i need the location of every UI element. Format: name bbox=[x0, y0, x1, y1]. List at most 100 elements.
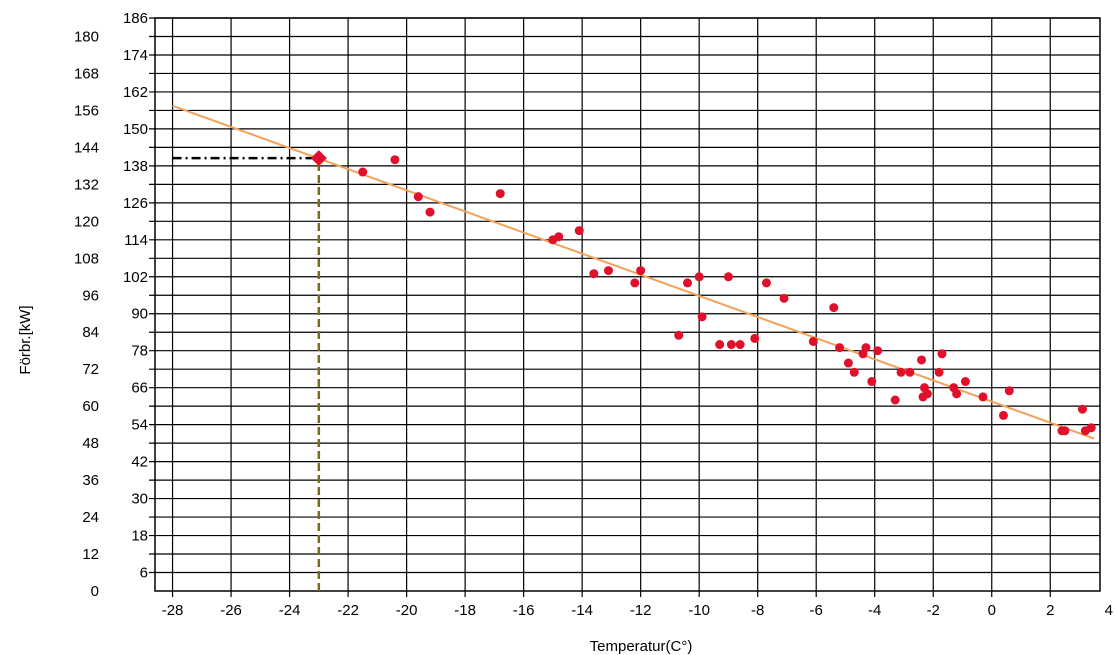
data-points bbox=[358, 155, 1096, 436]
x-tick-label: 2 bbox=[1046, 602, 1054, 619]
x-tick-label: -28 bbox=[162, 602, 184, 619]
data-point bbox=[952, 389, 962, 399]
data-point bbox=[890, 395, 900, 405]
y-tick-label: 60 bbox=[82, 398, 99, 415]
y-tick-label: 30 bbox=[131, 491, 148, 508]
y-tick-label: 174 bbox=[123, 47, 148, 64]
data-point bbox=[750, 333, 760, 343]
selected-marker bbox=[310, 150, 327, 167]
x-tick-label: -22 bbox=[337, 602, 359, 619]
data-point bbox=[867, 377, 877, 387]
data-point bbox=[554, 232, 564, 242]
data-point bbox=[761, 278, 771, 288]
data-point bbox=[589, 269, 599, 279]
data-point bbox=[735, 340, 745, 350]
data-point bbox=[978, 392, 988, 402]
data-point bbox=[849, 367, 859, 377]
y-tick-label: 126 bbox=[123, 195, 148, 212]
data-point bbox=[674, 330, 684, 340]
data-point bbox=[358, 167, 368, 177]
data-point bbox=[390, 155, 400, 165]
data-point bbox=[603, 266, 613, 276]
y-tick-label: 54 bbox=[131, 417, 148, 434]
data-point bbox=[896, 367, 906, 377]
data-point bbox=[630, 278, 640, 288]
data-point bbox=[922, 389, 932, 399]
data-point bbox=[843, 358, 853, 368]
x-tick-label: -12 bbox=[630, 602, 652, 619]
data-point bbox=[726, 340, 736, 350]
data-point bbox=[905, 367, 915, 377]
x-axis-title: Temperatur(C°) bbox=[590, 638, 693, 655]
y-tick-label: 18 bbox=[131, 528, 148, 545]
x-tick-label: -16 bbox=[513, 602, 535, 619]
data-point bbox=[779, 293, 789, 303]
x-tick-label: -4 bbox=[868, 602, 881, 619]
x-tick-label: -18 bbox=[454, 602, 476, 619]
data-point bbox=[694, 272, 704, 282]
data-point bbox=[808, 336, 818, 346]
data-point bbox=[636, 266, 646, 276]
x-tick-label: -14 bbox=[571, 602, 593, 619]
y-tick-label: 24 bbox=[82, 509, 99, 526]
y-tick-label: 42 bbox=[131, 454, 148, 471]
data-point bbox=[861, 343, 871, 353]
grid bbox=[149, 17, 1100, 597]
data-point bbox=[1060, 426, 1070, 436]
y-tick-label: 150 bbox=[123, 121, 148, 138]
data-point bbox=[960, 377, 970, 387]
trend-line-segment bbox=[172, 104, 1095, 440]
plot-border bbox=[154, 17, 1101, 592]
y-tick-label: 0 bbox=[91, 583, 99, 600]
x-tick-label: -2 bbox=[927, 602, 940, 619]
data-point bbox=[917, 355, 927, 365]
x-tick-label: -6 bbox=[810, 602, 823, 619]
y-tick-labels: 0 6 12 18 24 30 36 42 48 54 60 66 72 78 84 90 96 102 108 11… bbox=[74, 10, 148, 600]
y-tick-label: 12 bbox=[82, 546, 99, 563]
y-tick-label: 144 bbox=[74, 139, 99, 156]
data-point bbox=[574, 226, 584, 236]
y-tick-label: 90 bbox=[131, 306, 148, 323]
y-axis-title: Förbr.[kW] bbox=[17, 305, 34, 374]
guide-lines bbox=[172, 156, 321, 591]
x-tick-label: -26 bbox=[220, 602, 242, 619]
data-point bbox=[1077, 404, 1087, 414]
y-tick-label: 180 bbox=[74, 28, 99, 45]
y-tick-label: 132 bbox=[74, 176, 99, 193]
x-tick-label: -20 bbox=[396, 602, 418, 619]
data-point bbox=[682, 278, 692, 288]
y-tick-label: 156 bbox=[74, 102, 99, 119]
axes bbox=[154, 17, 1101, 592]
y-tick-label: 84 bbox=[82, 324, 99, 341]
data-point bbox=[697, 312, 707, 322]
y-tick-label: 108 bbox=[74, 250, 99, 267]
data-point bbox=[715, 340, 725, 350]
data-point bbox=[1004, 386, 1014, 396]
trend-line bbox=[172, 104, 1095, 440]
data-point bbox=[829, 303, 839, 313]
data-point bbox=[723, 272, 733, 282]
x-tick-label: 4 bbox=[1105, 602, 1113, 619]
y-tick-label: 168 bbox=[74, 65, 99, 82]
y-tick-label: 96 bbox=[82, 287, 99, 304]
y-tick-label: 66 bbox=[131, 380, 148, 397]
y-tick-label: 6 bbox=[140, 565, 148, 582]
data-point bbox=[998, 410, 1008, 420]
x-tick-labels: -28 -26 -24 -22 -20 -18 -16 -14 -12 -10 -8 -6 -4 -2 0 2… bbox=[162, 602, 1113, 619]
data-point bbox=[413, 192, 423, 202]
x-tick-label: -24 bbox=[279, 602, 301, 619]
y-tick-label: 48 bbox=[82, 435, 99, 452]
y-tick-label: 162 bbox=[123, 84, 148, 101]
y-tick-label: 36 bbox=[82, 472, 99, 489]
y-tick-label: 138 bbox=[123, 158, 148, 175]
data-point bbox=[934, 367, 944, 377]
data-point bbox=[1086, 423, 1096, 433]
y-tick-label: 120 bbox=[74, 213, 99, 230]
x-tick-label: 0 bbox=[988, 602, 996, 619]
data-point bbox=[835, 343, 845, 353]
y-tick-label: 186 bbox=[123, 10, 148, 27]
data-point bbox=[937, 349, 947, 359]
data-point bbox=[425, 207, 435, 217]
data-point bbox=[495, 189, 505, 199]
